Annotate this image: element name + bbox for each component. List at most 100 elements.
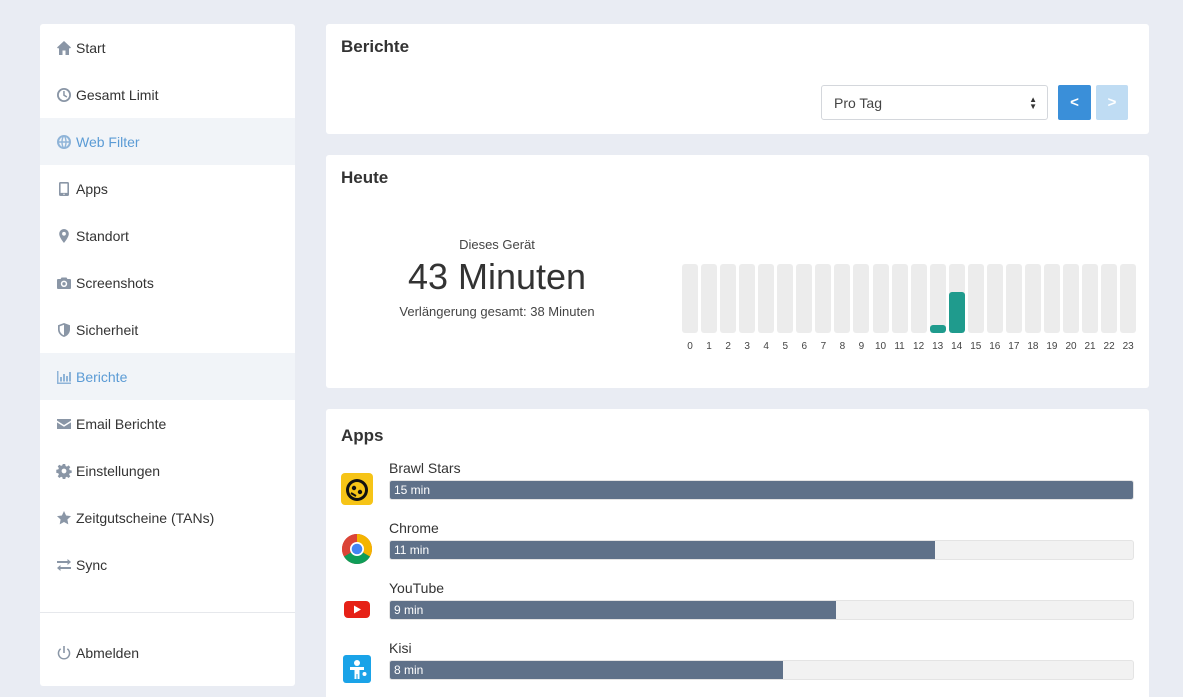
sidebar-item-security[interactable]: Sicherheit [40, 306, 295, 353]
hour-track [929, 264, 946, 333]
app-usage-bar: 11 min [389, 540, 1134, 560]
app-name: Kisi [389, 640, 412, 656]
app-usage-bar: 15 min [389, 480, 1134, 500]
app-usage-bar: 9 min [389, 600, 1134, 620]
sidebar-item-label: Apps [76, 180, 108, 197]
sidebar-item-reports[interactable]: Berichte [40, 353, 295, 400]
app-name: YouTube [389, 580, 445, 596]
hour-tick-label: 11 [894, 341, 905, 352]
hour-tick-label: 18 [1027, 341, 1039, 352]
hour-track [1063, 264, 1079, 333]
sidebar-item-apps[interactable]: Apps [40, 165, 295, 212]
bar-chart-icon [55, 368, 73, 386]
hour-track [682, 264, 698, 333]
logout-button[interactable]: Abmelden [40, 629, 295, 676]
hour-tick-label: 22 [1103, 341, 1115, 352]
hour-track [853, 264, 870, 333]
apps-card: Apps Brawl Stars 15 min Chrome 11 min Yo… [326, 409, 1149, 697]
hour-track [815, 264, 832, 333]
hour-track [1101, 264, 1118, 333]
sidebar-item-label: Sync [76, 556, 108, 573]
app-usage-fill: 15 min [390, 481, 1133, 499]
next-period-button[interactable]: > [1096, 85, 1128, 120]
sidebar-item-label: Screenshots [76, 274, 154, 291]
app-row-brawl-stars: Brawl Stars 15 min [341, 460, 1134, 510]
sidebar-item-label: Web Filter [76, 133, 140, 150]
hour-tick-label: 1 [706, 341, 712, 352]
hour-tick-label: 7 [820, 341, 827, 352]
reports-title: Berichte [341, 37, 410, 56]
app-usage-fill: 9 min [390, 601, 836, 619]
sidebar-item-web-filter[interactable]: Web Filter [40, 118, 295, 165]
hour-track [1005, 264, 1022, 333]
sidebar-item-screenshots[interactable]: Screenshots [40, 259, 295, 306]
sidebar-item-label: Berichte [76, 368, 128, 385]
hour-track [891, 264, 908, 333]
camera-icon [55, 274, 73, 292]
youtube-icon [341, 593, 373, 625]
hour-tick-label: 17 [1008, 341, 1020, 352]
sidebar-item-sync[interactable]: Sync [40, 541, 295, 588]
hour-track [796, 264, 813, 333]
device-label: Dieses Gerät [459, 237, 535, 252]
hour-tick-label: 10 [874, 341, 887, 352]
globe-icon [55, 133, 73, 151]
today-title: Heute [341, 168, 389, 187]
sidebar-nav: Start Gesamt Limit Web Filter Apps Stand… [40, 24, 295, 686]
hour-tick-label: 2 [725, 341, 731, 352]
hour-tick-label: 5 [782, 341, 789, 352]
app-usage-fill: 11 min [390, 541, 935, 559]
sidebar-item-label: Standort [76, 227, 129, 244]
sidebar-item-label: Zeitgutscheine (TANs) [76, 509, 215, 526]
power-icon [55, 644, 73, 662]
kisi-icon [341, 653, 373, 685]
home-icon [55, 39, 73, 57]
sync-arrows-icon [55, 556, 73, 574]
hour-track [720, 264, 737, 333]
sidebar-item-label: Sicherheit [76, 321, 139, 338]
hour-track [948, 264, 965, 333]
hour-tick-label: 4 [763, 341, 769, 352]
app-usage-fill: 8 min [390, 661, 784, 679]
hour-track [777, 264, 794, 333]
hour-track [739, 264, 756, 333]
app-row-chrome: Chrome 11 min [341, 520, 1134, 570]
logout-label: Abmelden [76, 644, 140, 661]
hour-tick-label: 21 [1084, 341, 1096, 352]
app-row-youtube: YouTube 9 min [341, 580, 1134, 630]
hour-tick-label: 6 [801, 341, 808, 352]
hour-tick-label: 16 [989, 341, 1001, 352]
app-name: Chrome [389, 520, 439, 536]
app-usage-bar: 8 min [389, 660, 1134, 680]
sidebar-item-total-limit[interactable]: Gesamt Limit [40, 71, 295, 118]
sidebar-item-start[interactable]: Start [40, 24, 295, 71]
envelope-icon [55, 415, 73, 433]
today-card: Heute Dieses Gerät 43 Minuten Verlängeru… [326, 155, 1149, 388]
extension-total: Verlängerung gesamt: 38 Minuten [399, 304, 595, 319]
apps-title: Apps [341, 426, 384, 445]
map-marker-icon [55, 227, 73, 245]
hour-track [872, 264, 889, 333]
hour-tick-label: 8 [839, 341, 846, 352]
sidebar-item-email-reports[interactable]: Email Berichte [40, 400, 295, 447]
hour-tick-label: 3 [744, 341, 750, 352]
app-row-kisi: Kisi 8 min [341, 640, 1134, 690]
hour-tick-label: 14 [951, 341, 963, 352]
hour-track [758, 264, 775, 333]
sidebar-item-settings[interactable]: Einstellungen [40, 447, 295, 494]
total-usage: 43 Minuten [407, 256, 587, 297]
hour-track [1120, 264, 1137, 333]
previous-period-button[interactable]: < [1058, 85, 1091, 120]
hour-tick-label: 0 [687, 341, 693, 352]
hour-track [1043, 264, 1060, 333]
hour-track [701, 264, 718, 333]
period-select[interactable]: Pro Tag ▲ ▼ [821, 85, 1048, 120]
hour-tick-label: 15 [970, 341, 982, 352]
sidebar-item-location[interactable]: Standort [40, 212, 295, 259]
period-select-value: Pro Tag [834, 94, 882, 111]
phone-icon [55, 180, 73, 198]
shield-icon [55, 321, 73, 339]
sidebar-item-time-vouchers[interactable]: Zeitgutscheine (TANs) [40, 494, 295, 541]
brawl-stars-icon [341, 473, 373, 505]
hour-track [1024, 264, 1041, 333]
